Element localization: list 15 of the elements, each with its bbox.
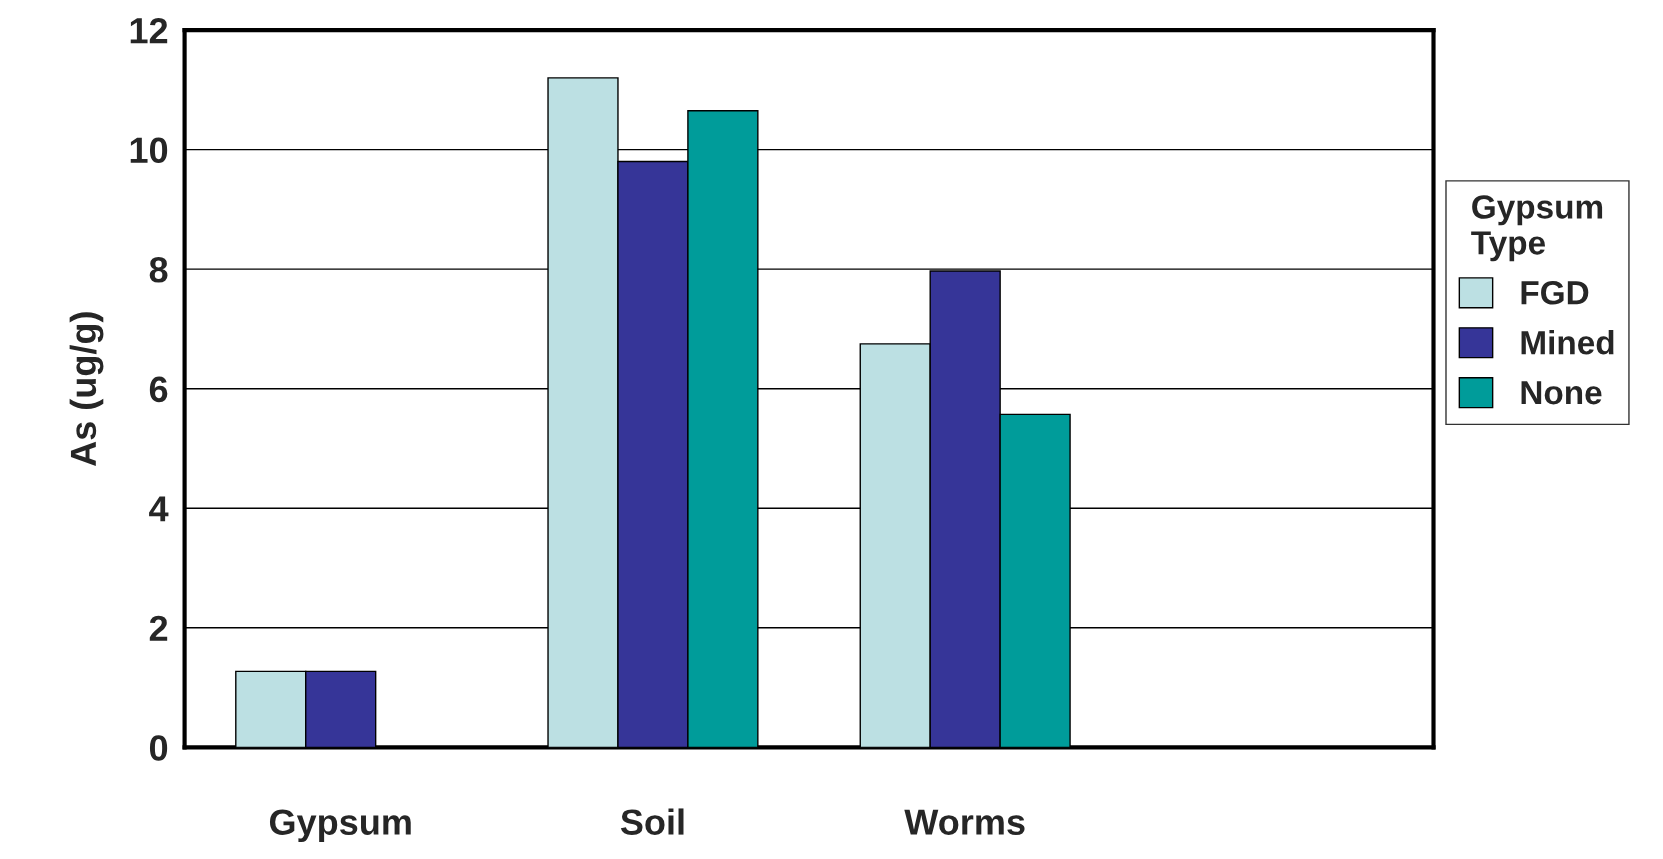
y-axis-title: As (ug/g) bbox=[69, 312, 104, 467]
legend-title: Gypsum Type bbox=[1471, 195, 1603, 262]
legend-label: FGD bbox=[1521, 280, 1589, 305]
y-tick-label: 4 bbox=[149, 496, 169, 522]
y-tick-label: 2 bbox=[149, 615, 168, 641]
y-tick-label: 0 bbox=[149, 735, 168, 761]
y-tick-label: 6 bbox=[149, 376, 168, 403]
legend-label: Mined bbox=[1521, 330, 1614, 355]
y-tick-label: 10 bbox=[130, 137, 168, 164]
y-tick-label: 8 bbox=[149, 257, 168, 283]
y-tick-label: 12 bbox=[130, 17, 168, 44]
x-tick-label: Soil bbox=[620, 808, 684, 835]
x-tick-label: Worms bbox=[904, 809, 1025, 835]
x-tick-label: Gypsum bbox=[269, 809, 411, 843]
legend-label: None bbox=[1521, 381, 1602, 405]
